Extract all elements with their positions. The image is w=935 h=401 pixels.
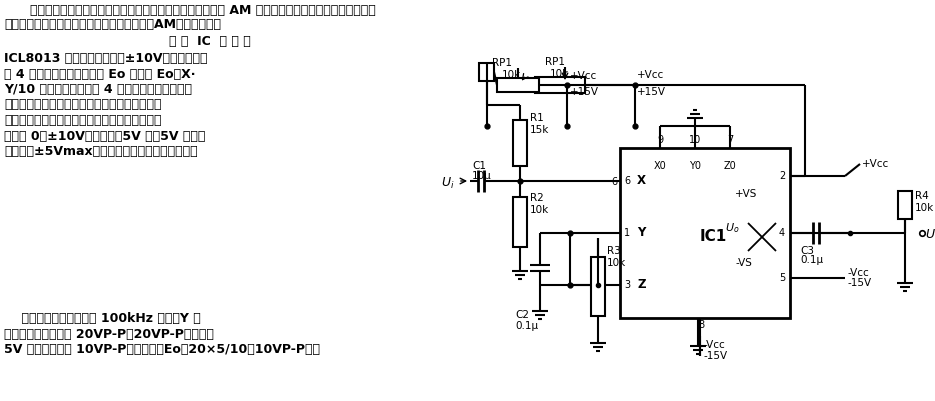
Text: 电压为 0～±10V，若进行＋5V 或－5V 的偏置: 电压为 0～±10V，若进行＋5V 或－5V 的偏置 [4,130,206,142]
Text: -Vcc: -Vcc [703,340,725,350]
Bar [513,120,527,166]
Text: 便可使用±5Vmax的调制信号，扩大了动态范围。: 便可使用±5Vmax的调制信号，扩大了动态范围。 [4,145,197,158]
Text: Z0: Z0 [724,161,737,171]
Text: 10μ: 10μ [472,171,492,181]
Text: Y/10 的关系式。最初的 4 象限乘法器是一种用于: Y/10 的关系式。最初的 4 象限乘法器是一种用于 [4,83,192,96]
Bar [479,63,494,81]
Text: 单 片  IC  乘 法 器: 单 片 IC 乘 法 器 [169,35,251,48]
Text: 10: 10 [689,135,701,145]
Text: 6: 6 [611,177,617,187]
Text: -Vcc: -Vcc [848,268,870,278]
Text: 9: 9 [657,135,663,145]
Text: R3: R3 [607,246,621,256]
Text: R4: R4 [915,191,928,201]
Bar [513,197,527,247]
Text: -15V: -15V [703,351,727,361]
Text: 10k: 10k [530,205,549,215]
Text: $U_o$: $U_o$ [925,227,935,243]
Text: 4: 4 [779,228,785,238]
Text: 无调制信号时的载波电平进行了调整，因为输入: 无调制信号时的载波电平进行了调整，因为输入 [4,114,162,127]
Text: 10k: 10k [915,203,934,213]
Bar [591,257,605,316]
Text: Y0: Y0 [689,161,701,171]
Text: 3: 3 [624,280,630,290]
Text: 平衡调制的集成电路。本电路加了固定偏置，对: 平衡调制的集成电路。本电路加了固定偏置，对 [4,99,162,111]
Text: C3: C3 [800,246,814,256]
Text: 10k: 10k [502,70,521,80]
Text: 2: 2 [779,171,785,181]
Text: C1: C1 [472,161,486,171]
Text: +15V: +15V [570,87,599,97]
Text: 8: 8 [698,320,704,330]
Text: 10k: 10k [550,69,569,79]
Text: 1: 1 [624,228,630,238]
Text: 0.1μ: 0.1μ [800,255,823,265]
Text: +15V: +15V [637,87,666,97]
Bar [898,191,912,219]
Text: 的 4 象限乘法器。输出电压 Eo 可建立 Eo＝X·: 的 4 象限乘法器。输出电压 Eo 可建立 Eo＝X· [4,67,195,81]
Text: 0.1μ: 0.1μ [515,321,539,331]
Text: 与载波信号频率无关，可作为通用振幅调制（AM）电路使用。: 与载波信号频率无关，可作为通用振幅调制（AM）电路使用。 [4,18,221,31]
Bar [497,78,539,92]
Text: +Vcc: +Vcc [637,70,664,80]
Text: X: X [637,174,646,188]
Text: 5: 5 [779,273,785,283]
Text: 7: 7 [726,135,733,145]
Bar [620,148,790,318]
Text: 5V 相乘，可获得 10VP-P的调幅波（Eo＝20×5/10＝10VP-P）。: 5V 相乘，可获得 10VP-P的调幅波（Eo＝20×5/10＝10VP-P）。 [4,343,320,356]
Text: R2: R2 [530,193,544,203]
Text: 入端最大输入电压为 20VP-P。20VP-P的信号和: 入端最大输入电压为 20VP-P。20VP-P的信号和 [4,328,214,340]
Text: Z: Z [637,279,645,292]
Text: -VS: -VS [735,258,752,268]
Text: R1: R1 [530,113,544,123]
Text: IC1: IC1 [700,229,727,244]
Text: RP1: RP1 [492,58,512,68]
Text: +Vcc: +Vcc [862,159,889,169]
Text: 本电路采用模拟乘法器，用载波信号与调制信号相乘来获得 AM 调制波。由于没有使用变压器，所以: 本电路采用模拟乘法器，用载波信号与调制信号相乘来获得 AM 调制波。由于没有使用… [30,4,376,17]
Text: X0: X0 [654,161,667,171]
Text: -15V: -15V [848,278,872,288]
Text: RP1: RP1 [545,57,565,67]
Text: Y: Y [637,227,645,239]
Text: $U_o$: $U_o$ [725,221,740,235]
Text: C2: C2 [515,310,529,320]
Text: +VS: +VS [735,189,757,199]
Bar [535,77,585,93]
Text: ICL8013 其输入电压范围为±10V，可作为完全: ICL8013 其输入电压范围为±10V，可作为完全 [4,52,208,65]
Text: $U_i$: $U_i$ [441,176,455,190]
Text: 载波信号频率最高可达 100kHz 左右，Y 输: 载波信号频率最高可达 100kHz 左右，Y 输 [4,312,201,325]
Text: 10k: 10k [607,258,626,268]
Text: +Vcc: +Vcc [570,71,597,81]
Text: 15k: 15k [530,125,550,135]
Text: 6: 6 [624,176,630,186]
